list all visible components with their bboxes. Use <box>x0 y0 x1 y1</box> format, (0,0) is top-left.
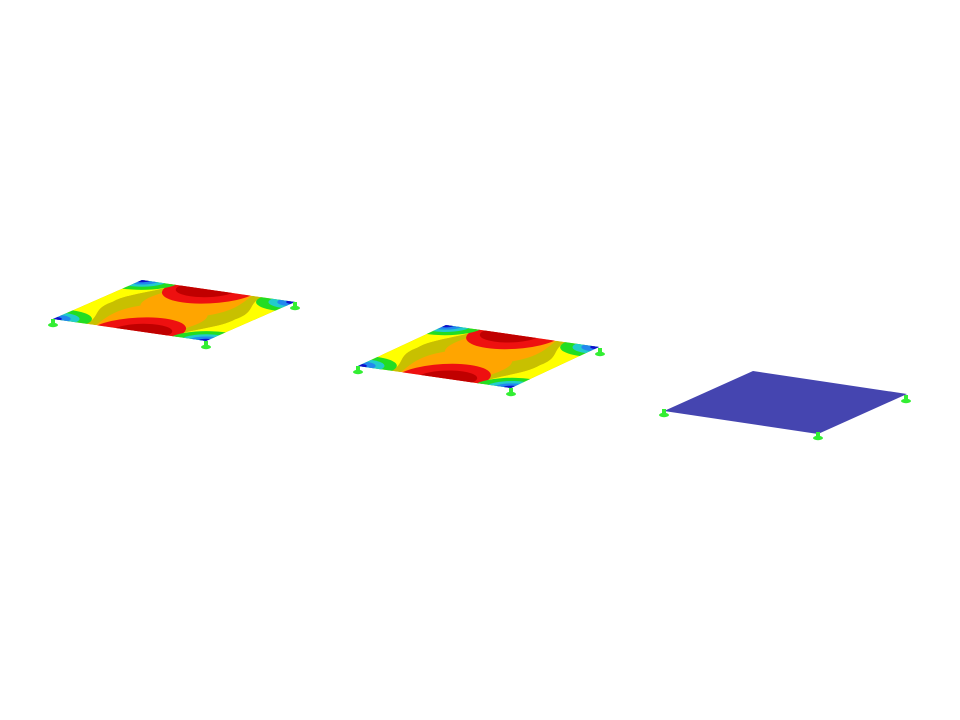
support-icon[interactable] <box>353 366 363 375</box>
support-icon[interactable] <box>506 388 516 397</box>
contour-plot <box>296 307 661 406</box>
support-icon[interactable] <box>201 341 211 350</box>
plate-1[interactable] <box>0 263 357 359</box>
support-icon[interactable] <box>595 348 605 357</box>
uniform-plate-surface <box>664 370 907 435</box>
contour-plot <box>0 263 357 359</box>
support-icon[interactable] <box>901 395 911 404</box>
support-icon[interactable] <box>48 319 58 328</box>
plate-3[interactable] <box>664 370 907 435</box>
plate-2[interactable] <box>296 307 661 406</box>
